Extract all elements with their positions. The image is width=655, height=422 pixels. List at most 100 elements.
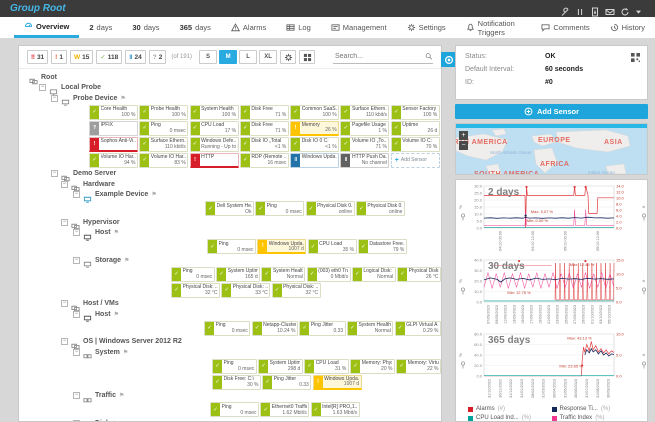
sensor-tile[interactable]: ✓ Volume IO Har... 94 % [89, 152, 138, 168]
tab-management[interactable]: Management [321, 17, 397, 38]
sensor-tile[interactable]: ✓ Ping 0 msec [171, 266, 215, 282]
add-sensor-tile[interactable]: + Add Sensor [390, 152, 440, 168]
tree-toggle[interactable]: − [73, 229, 80, 237]
report-icon[interactable] [590, 4, 600, 16]
status-filter-badge[interactable]: ✓ 118 [96, 50, 123, 64]
sensor-tile[interactable]: ‖ HTTP Push Da... No channel [340, 152, 390, 168]
size-button-m[interactable]: M [219, 50, 238, 64]
sensor-tile[interactable]: ✓ Surface Ethern... 110 kbit/s [139, 136, 189, 152]
sensor-tile[interactable]: ✓ Physical Disk 0... online [355, 201, 405, 216]
tree-toggle[interactable]: − [73, 191, 80, 199]
pin-left-icon[interactable] [460, 282, 466, 295]
sensor-tile[interactable]: ✓ Disk Free: C:\ 30 % [212, 374, 261, 390]
sensor-tile[interactable]: ! Windows Upda... 1007 d [257, 239, 307, 254]
tab-days[interactable]: 30 days [122, 17, 169, 38]
sensor-tile[interactable]: ✓ GLPI Virtual A... 0.29 % [394, 320, 441, 336]
sensor-tile[interactable]: ‖ Windows Upda... [290, 152, 340, 168]
sensor-tile[interactable]: ✓ Physical Disk: ... 32 °C [171, 282, 220, 298]
map-zoom-out-button[interactable]: − [459, 141, 468, 150]
tree-label[interactable]: Probe Device [73, 94, 118, 102]
collapse-panel-button[interactable] [441, 52, 456, 67]
status-filter-badge[interactable]: ‖ 24 [125, 50, 146, 64]
pin-right-icon[interactable] [641, 208, 647, 221]
tree-toggle[interactable]: − [73, 256, 80, 264]
tree-label[interactable]: Host [95, 310, 111, 318]
tree-toggle[interactable]: − [73, 348, 80, 356]
tree-toggle[interactable]: − [61, 300, 68, 308]
sensor-tile[interactable]: ✓ System Uptime 298 d [258, 358, 303, 374]
sensor-tile[interactable]: ! Windows Upda... 1007 d [312, 374, 362, 390]
sensor-tile[interactable]: ✓ Disk Free 71 % [239, 104, 289, 120]
tab-notification-triggers[interactable]: Notification Triggers [456, 17, 532, 38]
priority-flag-icon[interactable]: ⚑ [119, 393, 125, 400]
sensor-tile[interactable]: ✓ Probe Health 100 % [139, 104, 189, 120]
status-filter-badge[interactable]: W 15 [69, 50, 94, 64]
pin-left-icon[interactable] [460, 208, 466, 221]
status-filter-badge[interactable]: ! 1 [51, 50, 67, 64]
sensor-tile[interactable]: ✓ Ping 0 msec [139, 120, 189, 136]
priority-flag-icon[interactable]: ⚑ [113, 230, 119, 237]
search-input[interactable] [333, 53, 425, 60]
sensor-tile[interactable]: ✓ Volume IO Har... 83 % [139, 152, 189, 168]
grid-view-button[interactable] [299, 50, 316, 64]
sensor-tile[interactable]: ✓ RDP (Remote ... 16 msec [239, 152, 289, 168]
tree-label[interactable]: Root [41, 73, 57, 81]
sensor-tile[interactable]: ✓ Ping 0 msec [255, 201, 305, 216]
sensor-tile[interactable]: ✓ Pagefile Usage 1 % [340, 120, 390, 136]
sensor-tile[interactable]: ✓ Core Health 100 % [89, 104, 138, 120]
tree-label[interactable]: Traffic [95, 392, 117, 400]
sensor-tile[interactable]: ✓ Physical Disk 0... online [305, 201, 355, 216]
tab-days[interactable]: 365 days [170, 17, 221, 38]
pin-left-icon[interactable] [460, 356, 466, 369]
sensor-tile[interactable]: ✓ Intel[R] PRO„1... 1.63 Mbit/s [310, 402, 360, 417]
pin-right-icon[interactable] [641, 282, 647, 295]
sensor-tile[interactable]: ✓Netapp-Cluster...10.24 % [251, 320, 299, 336]
sensor-tile[interactable]: ✓ Dell System He... Ok [205, 201, 254, 216]
tree-label[interactable]: Local Probe [61, 84, 102, 92]
tree-toggle[interactable]: − [51, 94, 58, 102]
tab-days[interactable]: 2 days [79, 17, 122, 38]
caret-down-icon[interactable] [635, 4, 645, 14]
sensor-tile[interactable]: ✓ Physical Disk: ... 32 °C [271, 282, 321, 298]
mini-graph-365-days[interactable]: 365 days 0.0 20.0 40.0 60.0 80.0 0.0 5.0 10.0% #3… [458, 330, 647, 402]
tree-toggle[interactable]: − [61, 218, 68, 226]
tree-toggle[interactable]: − [73, 310, 80, 318]
tree-label[interactable]: Disk [95, 420, 110, 421]
tab-alarms[interactable]: Alarms [221, 17, 276, 38]
sensor-tile[interactable]: ✓ Volume IO C: 70 % [390, 136, 440, 152]
wrench-icon[interactable] [560, 4, 570, 16]
sensor-tile[interactable]: ✓ Disk IO „Total <1 % [239, 136, 289, 152]
priority-flag-icon[interactable]: ⚑ [120, 95, 126, 102]
priority-flag-icon[interactable]: ⚑ [122, 349, 129, 356]
sensor-tile[interactable]: ✓ Ping Jitter 0.33 [262, 374, 312, 390]
sensor-tile[interactable]: ✓ Ping 0 msec [210, 402, 259, 417]
tree-label[interactable]: OS | Windows Server 2012 R2 [83, 338, 182, 346]
sensor-tile[interactable]: ✓ Sensor Factory 100 % [390, 104, 440, 120]
email-icon[interactable] [605, 4, 615, 15]
sensor-tile[interactable]: ✓ CPU Load 35 % [307, 239, 357, 254]
size-button-l[interactable]: L [239, 50, 258, 64]
sensor-tile[interactable]: ✓ System Health 100 % [189, 104, 239, 120]
tree-toggle[interactable]: − [51, 170, 58, 178]
sensor-tile[interactable]: ✓ Physical Disk: ... 33 °C [221, 282, 271, 298]
tab-overview[interactable]: Overview [14, 17, 80, 38]
sensor-tile[interactable]: ✓ System Health Normal [346, 320, 394, 336]
pin-right-icon[interactable] [641, 356, 647, 369]
sensor-tile[interactable]: ✓ Common SaaS... 100 % [290, 104, 340, 120]
sensor-tile[interactable]: ✓Physical Disk: ...26 °C [397, 266, 441, 282]
add-sensor-button[interactable]: Add Sensor [455, 104, 648, 119]
refresh-icon[interactable] [620, 4, 630, 15]
tab-history[interactable]: History [600, 17, 655, 38]
sensor-tile[interactable]: ✓ System Health Normal [261, 266, 306, 282]
tree-label[interactable]: Host [95, 229, 111, 237]
tree-label[interactable]: Hardware [83, 180, 115, 188]
sensor-tile[interactable]: ✓ Ping 0 msec [204, 320, 251, 336]
sensor-tile[interactable]: ! HTTP [189, 152, 239, 168]
sensor-tile[interactable]: ✓Memory: Physi...20 % [350, 358, 395, 374]
tree-label[interactable]: Storage [95, 256, 122, 264]
tree-label[interactable]: System [95, 348, 120, 356]
pause-icon[interactable] [575, 4, 585, 15]
priority-flag-icon[interactable]: ⚑ [113, 311, 119, 318]
mini-graph-30-days[interactable]: 30 days 0.0 10.0 20.0 30.0 40.0 0.0 5.0 10.0 15.0… [458, 256, 647, 328]
